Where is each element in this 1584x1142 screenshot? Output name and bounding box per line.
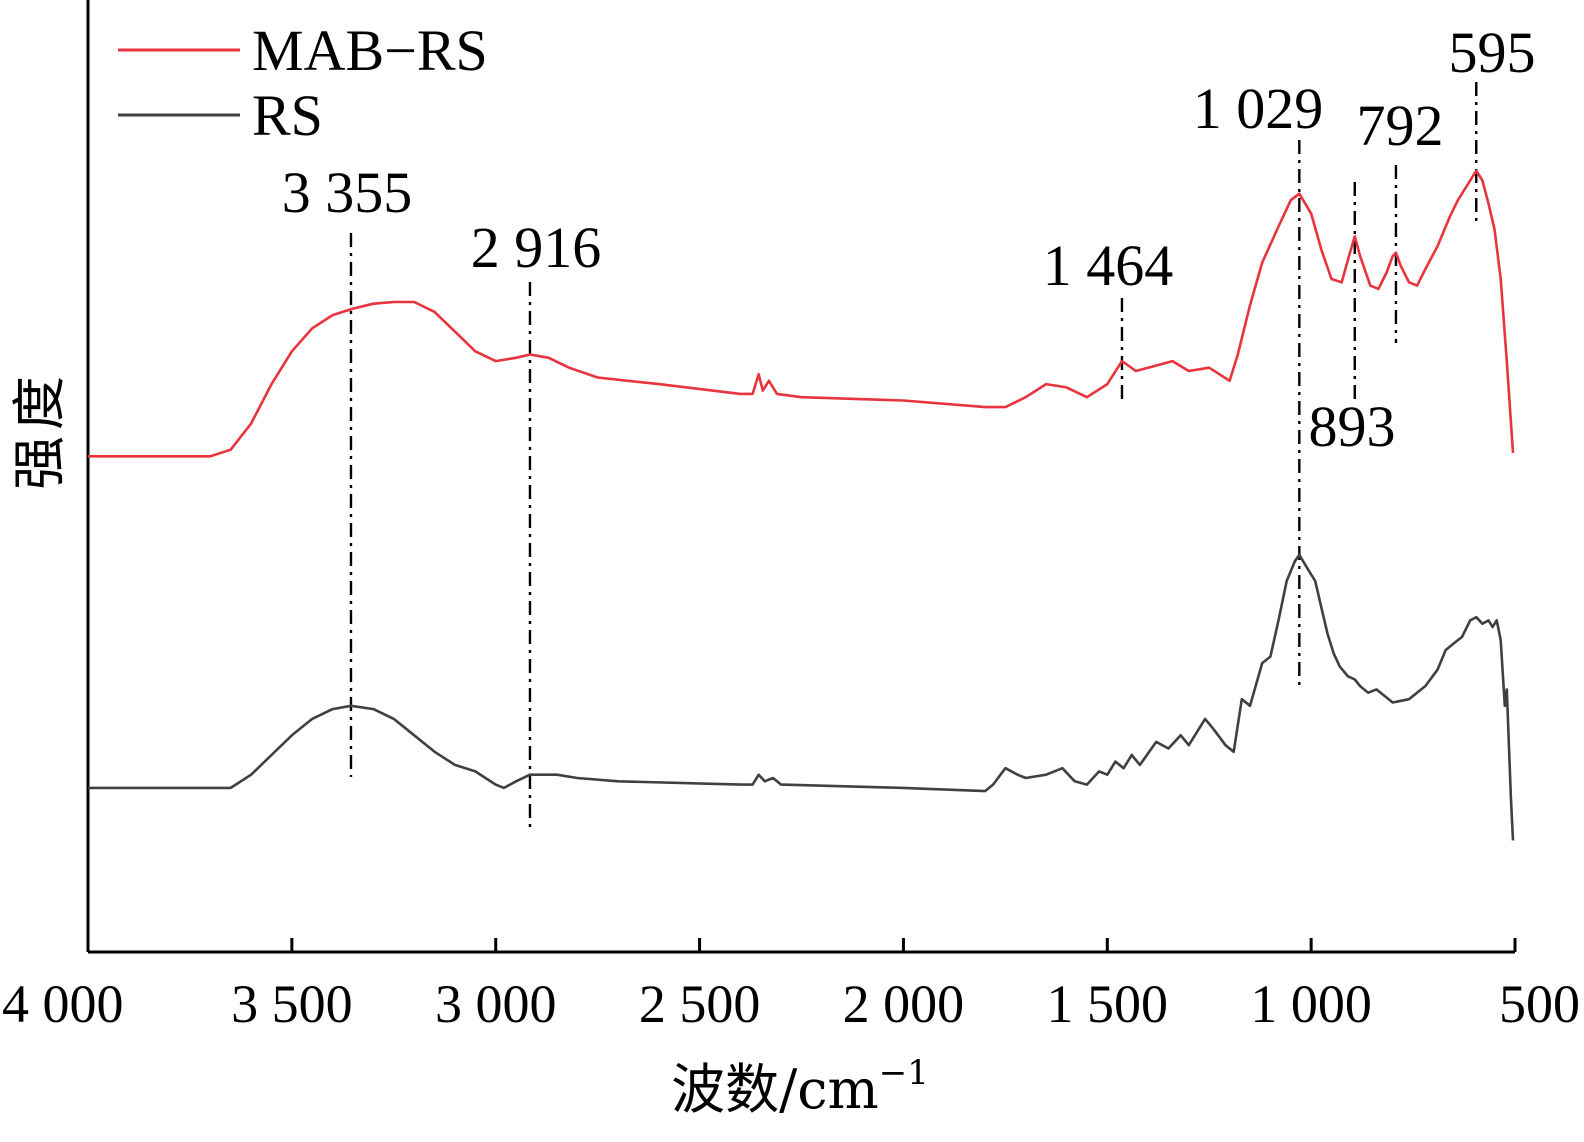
x-axis-title: 波数/cm−1 [671, 1053, 929, 1121]
peak-label: 595 [1449, 20, 1536, 85]
series-line-rs [88, 553, 1515, 841]
legend-label: RS [252, 83, 323, 148]
x-axis-ticks: 4 000 3 500 3 000 2 500 2 000 1 500 1 000 500 [2, 938, 1580, 1034]
peak-label: 1 464 [1043, 233, 1174, 298]
peak-guide-lines [349, 82, 1478, 828]
x-tick-label: 500 [1499, 974, 1580, 1034]
peak-label: 2 916 [471, 215, 602, 280]
legend-label: MAB−RS [252, 18, 488, 83]
x-tick-label: 3 000 [435, 974, 557, 1034]
y-axis-title: 强度 [8, 370, 71, 490]
x-tick-label: 1 000 [1250, 974, 1372, 1034]
peak-label: 3 355 [282, 160, 413, 225]
peak-label: 792 [1357, 93, 1444, 158]
peak-label: 893 [1309, 394, 1396, 459]
x-tick-label: 2 500 [639, 974, 761, 1034]
series-lines [88, 169, 1515, 841]
series-line-mab-rs [88, 169, 1515, 458]
x-tick-label: 1 500 [1047, 974, 1169, 1034]
x-tick-label: 4 000 [2, 974, 124, 1034]
x-tick-label: 3 500 [231, 974, 353, 1034]
peak-label: 1 029 [1193, 76, 1324, 141]
x-tick-label: 2 000 [843, 974, 965, 1034]
